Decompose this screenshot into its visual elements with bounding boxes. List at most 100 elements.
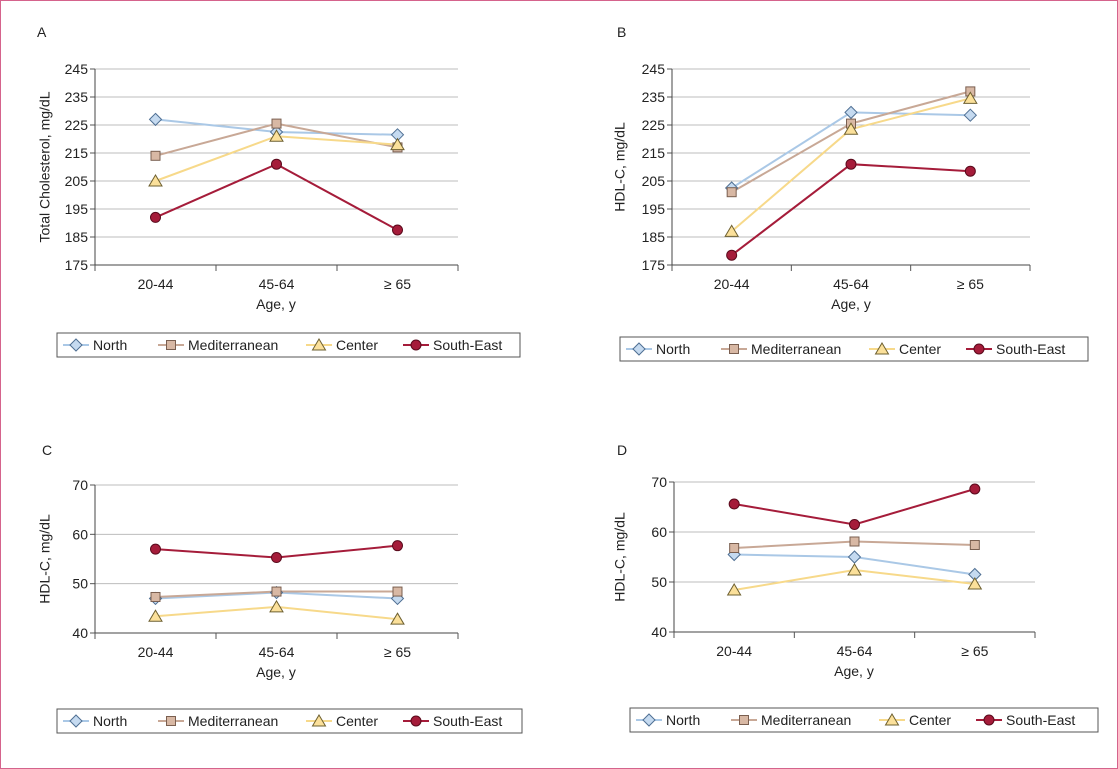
series-south-east [155,163,398,231]
panel-letter: C [42,442,52,458]
y-tick-label: 70 [72,477,88,493]
x-tick-label: 20-44 [714,276,750,292]
y-tick-label: 245 [642,61,666,77]
y-tick-label: 175 [642,257,666,273]
series-south-east-markers [728,483,981,530]
x-axis-title: Age, y [831,296,871,312]
data-point [969,540,980,550]
legend-marker-center [311,338,327,351]
series-line [155,163,398,231]
legend-marker-south-east [410,715,422,727]
data-point [271,158,282,170]
legend-box [619,336,1089,362]
y-tick-label: 225 [65,117,89,133]
data-point [271,118,282,129]
x-tick-label: 45-64 [837,643,873,659]
panel-c: C 40 50 60 70 20-44 45-64 ≥ 65 Age, y HDL-C, mg/d… [37,442,523,734]
data-point [729,543,740,553]
data-point [963,108,978,122]
series-line [155,135,398,182]
data-point [728,498,740,510]
y-axis-title: HDL-C, mg/dL [37,514,53,604]
data-point [271,586,282,597]
legend-label: North [93,713,127,729]
series-south-east-markers [150,158,403,236]
legend-label: South-East [433,713,502,729]
y-tick-label: 70 [651,474,667,490]
legend-box [629,707,1099,733]
panel-letter: B [617,24,626,40]
series-mediterranean-markers [729,536,980,553]
series-center [155,135,398,182]
series-center-markers [148,129,405,187]
data-point [724,224,740,237]
x-axis-title: Age, y [256,296,296,312]
y-tick-label: 60 [651,524,667,540]
panel-b: B 175 185 195 205 215 225 235 245 20-44 45-64 ≥ 65 A… [612,24,1089,362]
data-point [967,577,983,590]
legend-box [56,708,523,734]
legend: North Mediterranean Center South-East [56,332,521,358]
series-center-markers [724,91,978,237]
y-axis-title: Total Cholesterol, mg/dL [37,91,53,242]
legend-marker-center [884,713,900,726]
panel-letter: A [37,24,47,40]
y-tick-label: 40 [651,624,667,640]
y-tick-label: 225 [642,117,666,133]
y-tick-label: 195 [642,201,666,217]
data-point [269,599,284,613]
data-point [969,483,981,495]
legend-label: North [93,337,127,353]
legend: North Mediterranean Center South-East [629,707,1099,733]
data-point [847,563,862,576]
y-tick-label: 50 [651,574,667,590]
data-point [843,122,859,135]
y-tick-label: 195 [65,201,89,217]
x-tick-label: ≥ 65 [957,276,984,292]
data-point [964,165,976,177]
legend-label: Mediterranean [761,712,851,728]
y-tick-label: 185 [642,229,666,245]
y-tick-label: 175 [65,257,89,273]
data-point [849,519,860,530]
legend: North Mediterranean Center South-East [56,708,523,734]
data-point [845,158,857,170]
y-axis-title: HDL-C, mg/dL [612,122,628,212]
x-tick-label: 20-44 [716,643,752,659]
data-point [726,187,737,198]
data-point [150,543,161,555]
legend-marker-center [874,342,890,355]
series-south-east-markers [150,540,403,564]
series-line [731,163,971,256]
legend-marker-south-east [983,714,995,726]
data-point [849,536,860,547]
y-tick-label: 60 [72,526,88,542]
data-point [392,540,403,552]
y-tick-label: 235 [642,89,666,105]
series-center-markers [148,599,405,625]
y-tick-label: 245 [65,61,89,77]
data-point [269,129,284,142]
data-point [392,224,403,236]
x-tick-label: ≥ 65 [384,276,411,292]
data-point [150,211,161,223]
series-mediterranean-markers [150,586,403,602]
legend-label: Center [909,712,951,728]
data-point [726,583,742,596]
legend-marker-south-east [410,339,422,351]
legend-label: Mediterranean [751,341,841,357]
data-point [392,586,403,597]
legend-marker-mediterranean [166,716,176,726]
data-point [962,91,978,104]
legend-marker-north [69,338,83,352]
y-axis-title: HDL-C, mg/dL [612,512,628,602]
y-tick-label: 185 [65,229,89,245]
legend-marker-mediterranean [166,340,176,350]
x-axis-title: Age, y [256,664,296,680]
legend-label: Mediterranean [188,713,278,729]
legend-label: South-East [996,341,1065,357]
x-tick-label: 45-64 [833,276,869,292]
data-point [844,105,858,120]
